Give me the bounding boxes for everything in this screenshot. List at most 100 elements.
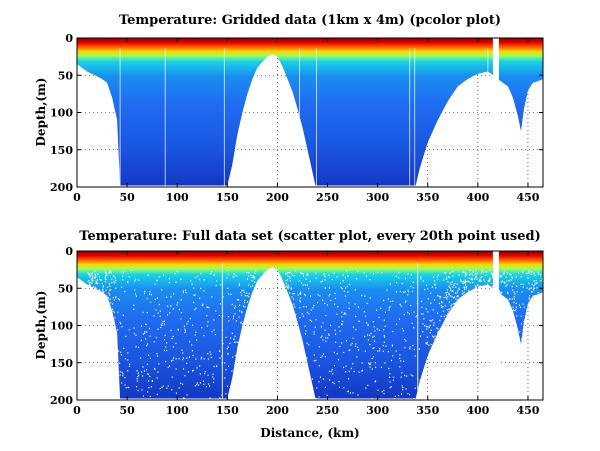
scatter-gap <box>149 357 151 359</box>
scatter-gap <box>401 385 403 387</box>
scatter-gap <box>146 297 148 300</box>
scatter-gap <box>211 331 213 333</box>
scatter-gap <box>122 279 124 281</box>
scatter-gap <box>459 297 461 299</box>
scatter-gap <box>115 297 117 299</box>
scatter-gap <box>461 290 463 292</box>
data-gaps <box>492 38 499 187</box>
scatter-gap <box>204 371 206 373</box>
scatter-gap <box>506 280 508 282</box>
scatter-gap <box>352 326 354 328</box>
scatter-gap <box>452 275 454 277</box>
scatter-gap <box>427 298 429 300</box>
scatter-gap <box>491 274 493 276</box>
scatter-gap <box>317 294 319 296</box>
scatter-gap <box>426 342 428 344</box>
scatter-gap <box>427 311 429 313</box>
scatter-gap <box>365 315 367 317</box>
scatter-gap <box>448 294 450 296</box>
scatter-gap <box>460 280 462 282</box>
scatter-gap <box>357 394 359 396</box>
scatter-gap <box>108 272 110 274</box>
scatter-gap <box>117 329 119 331</box>
scatter-gap <box>195 331 197 333</box>
scatter-gap <box>127 386 129 388</box>
scatter-gap <box>213 319 215 321</box>
y-tick-label: 0 <box>65 245 73 258</box>
scatter-gap <box>123 347 125 349</box>
scatter-gap <box>429 324 431 327</box>
scatter-gap <box>109 289 111 291</box>
scatter-gap <box>500 276 502 278</box>
scatter-gap <box>464 286 466 288</box>
scatter-gap <box>301 272 303 275</box>
scatter-gap <box>390 386 392 388</box>
scatter-gap <box>110 271 112 273</box>
scatter-gap <box>158 276 160 278</box>
scatter-gap <box>215 284 217 287</box>
scatter-gap <box>369 279 371 281</box>
scatter-gap <box>342 320 344 323</box>
scatter-gap <box>193 287 195 289</box>
scatter-gap <box>324 302 326 304</box>
scatter-gap <box>155 336 157 339</box>
scatter-gap <box>330 299 332 302</box>
scatter-gap <box>212 373 214 375</box>
scatter-gap <box>399 366 401 368</box>
scatter-gap <box>310 295 312 297</box>
scatter-gap <box>421 300 423 303</box>
scatter-gap <box>457 290 459 292</box>
scatter-gap <box>530 273 532 275</box>
scatter-gap <box>148 380 150 382</box>
scatter-gap <box>127 352 129 354</box>
scatter-gap <box>439 297 441 299</box>
scatter-gap <box>343 366 345 369</box>
scatter-gap <box>420 313 422 315</box>
scatter-gap <box>163 320 165 322</box>
scatter-gap <box>341 323 343 325</box>
scatter-gap <box>207 358 209 360</box>
scatter-gap <box>456 283 458 285</box>
scatter-gap <box>509 298 511 300</box>
scatter-gap <box>207 321 209 323</box>
scatter-gap <box>155 309 157 311</box>
scatter-gap <box>455 286 457 288</box>
scatter-gap <box>200 358 202 360</box>
scatter-gap <box>446 289 448 291</box>
scatter-gap <box>355 328 357 331</box>
scatter-gap <box>345 313 347 315</box>
scatter-gap <box>219 397 221 399</box>
scatter-gap <box>407 294 409 296</box>
scatter-gap <box>240 321 242 323</box>
y-tick-label: 100 <box>50 320 73 333</box>
scatter-gap <box>388 298 390 300</box>
scatter-gap <box>346 270 348 272</box>
scatter-gap <box>431 286 433 288</box>
scatter-gap <box>175 368 177 370</box>
scatter-gap <box>104 277 106 280</box>
scatter-gap <box>244 306 246 308</box>
scatter-gap <box>404 291 406 293</box>
scatter-gap <box>464 282 466 284</box>
scatter-gap <box>133 332 135 335</box>
scatter-gap <box>396 323 398 325</box>
scatter-gap <box>412 344 414 347</box>
scatter-gap <box>420 276 422 278</box>
scatter-gap <box>213 274 215 276</box>
scatter-gap <box>341 311 343 313</box>
scatter-gap <box>416 314 418 317</box>
scatter-gap <box>124 291 126 293</box>
scatter-gap <box>364 295 366 297</box>
scatter-gap <box>211 270 213 273</box>
scatter-gap <box>310 309 312 311</box>
scatter-gap <box>490 282 492 284</box>
scatter-gap <box>255 269 257 272</box>
scatter-gap <box>537 271 539 273</box>
scatter-gap <box>453 284 455 286</box>
x-tick-label: 150 <box>216 191 239 204</box>
scatter-gap <box>254 281 256 283</box>
scatter-gap <box>522 270 524 272</box>
scatter-gap <box>211 296 213 298</box>
scatter-gap <box>520 276 522 278</box>
scatter-gap <box>285 279 287 282</box>
